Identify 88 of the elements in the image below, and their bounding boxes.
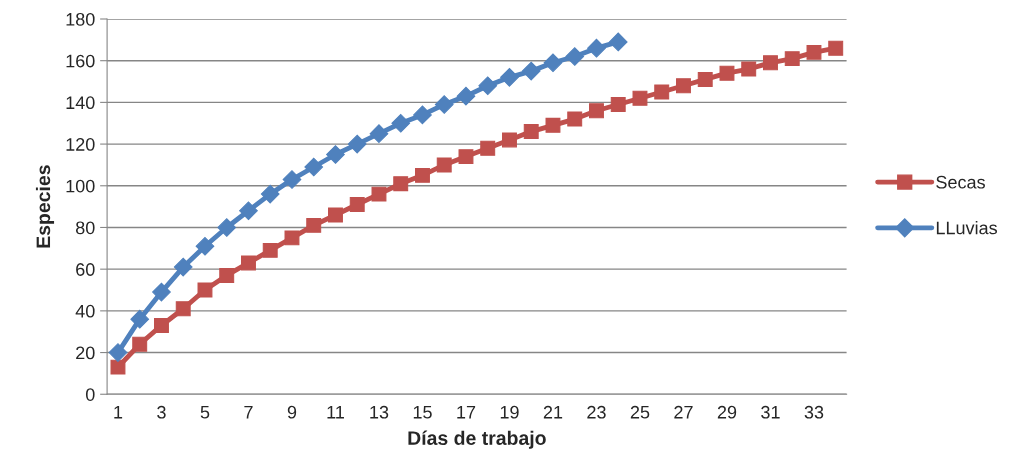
- point: [132, 336, 148, 352]
- point: [521, 61, 541, 81]
- legend-label: LLuvias: [936, 221, 997, 235]
- point: [371, 186, 387, 202]
- x-tick-label: 5: [200, 406, 210, 419]
- point: [480, 140, 496, 156]
- point: [328, 207, 343, 223]
- y-tick-label: 140: [66, 96, 95, 110]
- point: [806, 44, 822, 60]
- x-tick-label: 13: [370, 405, 389, 419]
- point: [219, 267, 235, 283]
- point: [415, 167, 430, 183]
- point: [391, 113, 411, 133]
- point: [173, 257, 193, 277]
- point: [697, 71, 713, 87]
- x-tick-label: 27: [674, 405, 693, 419]
- point: [608, 32, 628, 52]
- point: [828, 40, 844, 56]
- point: [154, 317, 169, 333]
- y-tick-label: 0: [85, 388, 95, 401]
- point: [110, 359, 126, 375]
- point: [545, 117, 561, 133]
- point: [523, 124, 539, 140]
- x-tick-label: 1: [114, 406, 123, 419]
- point: [152, 282, 171, 302]
- point: [434, 95, 454, 114]
- point: [304, 157, 324, 177]
- x-tick-label: 3: [157, 405, 166, 419]
- point: [784, 51, 800, 67]
- x-tick-label: 17: [457, 406, 476, 419]
- point: [502, 132, 517, 148]
- point: [478, 76, 498, 96]
- x-tick-label: 23: [587, 405, 606, 419]
- point: [654, 84, 670, 100]
- point: [108, 343, 128, 362]
- point: [284, 230, 300, 246]
- y-tick-label: 20: [76, 346, 95, 360]
- y-axis-title: Especies: [35, 165, 55, 248]
- point: [349, 197, 365, 212]
- y-tick-label: 80: [76, 221, 95, 235]
- x-tick-label: 9: [287, 405, 297, 419]
- point: [719, 65, 735, 81]
- x-tick-label: 31: [761, 405, 780, 419]
- point: [241, 255, 256, 271]
- x-axis-title: Días de trabajo: [408, 430, 546, 449]
- x-tick-label: 11: [327, 406, 344, 419]
- point: [458, 149, 474, 165]
- point: [195, 236, 215, 256]
- point: [610, 97, 626, 112]
- point: [543, 53, 563, 73]
- point: [632, 90, 648, 106]
- point: [587, 38, 606, 58]
- x-tick-label: 25: [630, 405, 650, 419]
- x-tick-label: 15: [413, 406, 432, 419]
- point: [306, 217, 322, 233]
- y-tick-label: 60: [76, 263, 95, 276]
- y-tick-label: 40: [75, 304, 95, 318]
- point: [565, 47, 585, 66]
- point: [676, 78, 691, 94]
- y-tick-label: 180: [66, 12, 95, 26]
- point: [763, 55, 778, 71]
- point: [567, 111, 583, 127]
- y-tick-label: 100: [66, 179, 95, 193]
- point: [393, 176, 409, 192]
- point: [741, 61, 757, 77]
- point: [326, 145, 345, 164]
- point: [282, 170, 302, 189]
- point: [589, 103, 604, 119]
- point: [347, 134, 367, 154]
- x-tick-label: 19: [500, 405, 519, 419]
- x-tick-label: 21: [543, 405, 563, 419]
- y-tick-label: 120: [66, 138, 95, 151]
- point: [239, 201, 258, 221]
- point: [130, 309, 150, 329]
- legend-label: Secas: [936, 175, 985, 189]
- point: [500, 68, 519, 87]
- x-tick-label: 29: [717, 405, 737, 419]
- x-tick-label: 7: [244, 406, 253, 419]
- point: [175, 301, 191, 317]
- point: [413, 105, 432, 125]
- point: [436, 157, 452, 173]
- point: [217, 218, 237, 237]
- x-tick-label: 33: [804, 405, 824, 419]
- y-tick-label: 160: [66, 54, 95, 68]
- point: [369, 124, 389, 144]
- point: [260, 184, 280, 204]
- point: [456, 86, 476, 106]
- point: [262, 242, 278, 258]
